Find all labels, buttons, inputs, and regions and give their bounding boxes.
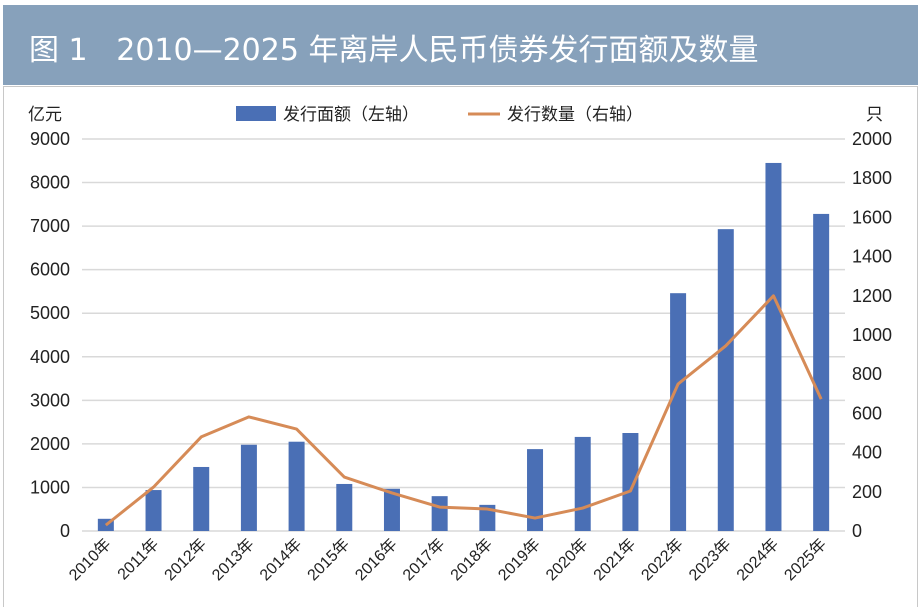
left-tick-label: 3000	[30, 390, 70, 410]
right-tick-label: 400	[852, 443, 882, 463]
x-tick-label: 2016年	[352, 535, 401, 584]
left-tick-label: 7000	[30, 216, 70, 236]
right-tick-label: 200	[852, 482, 882, 502]
bar-2015年	[336, 483, 353, 531]
x-tick-label: 2019年	[495, 535, 544, 584]
bar-2019年	[527, 449, 544, 531]
x-tick-label: 2025年	[781, 535, 830, 584]
bar-2025年	[813, 213, 830, 531]
bar-2021年	[622, 433, 639, 531]
bar-2012年	[193, 466, 210, 531]
bar-2017年	[431, 496, 448, 531]
right-tick-label: 1200	[852, 286, 892, 306]
count-line	[104, 294, 823, 527]
legend-swatch-bar	[236, 106, 276, 121]
bar-2020年	[574, 436, 591, 531]
x-tick-label: 2013年	[209, 535, 258, 584]
x-tick-label: 2010年	[65, 535, 114, 584]
bar-2022年	[670, 293, 687, 531]
bar-2016年	[383, 488, 400, 531]
x-tick-label: 2012年	[161, 535, 210, 584]
bar-2023年	[717, 229, 734, 531]
x-tick-label: 2024年	[733, 535, 782, 584]
left-tick-label: 9000	[30, 129, 70, 149]
right-tick-label: 1800	[852, 168, 892, 188]
figure-header: 图 1 2010—2025 年离岸人民币债券发行面额及数量	[3, 5, 918, 85]
legend-label-line: 发行数量（右轴）	[507, 105, 643, 125]
x-tick-label: 2011年	[114, 535, 162, 583]
left-tick-label: 6000	[30, 260, 70, 280]
chart-frame	[3, 86, 918, 607]
left-tick-label: 1000	[30, 477, 70, 497]
bar-2014年	[288, 441, 305, 531]
right-tick-label: 1600	[852, 207, 892, 227]
right-tick-label: 1400	[852, 247, 892, 267]
x-tick-label: 2022年	[638, 535, 687, 584]
bar-2011年	[145, 490, 162, 531]
x-tick-label: 2017年	[399, 535, 448, 584]
right-tick-label: 2000	[852, 129, 892, 149]
bar-2024年	[765, 162, 782, 531]
left-tick-label: 5000	[30, 303, 70, 323]
left-axis-unit: 亿元	[28, 105, 62, 125]
left-tick-label: 4000	[30, 347, 70, 367]
right-tick-label: 1000	[852, 325, 892, 345]
x-tick-label: 2018年	[447, 535, 496, 584]
x-tick-label: 2014年	[256, 535, 305, 584]
bar-2013年	[240, 444, 257, 531]
bar-2018年	[479, 504, 496, 531]
left-tick-label: 0	[60, 521, 70, 541]
right-tick-label: 800	[852, 364, 882, 384]
left-tick-label: 8000	[30, 173, 70, 193]
left-tick-label: 2000	[30, 434, 70, 454]
legend-label-bar: 发行面额（左轴）	[283, 105, 419, 125]
figure-title: 图 1 2010—2025 年离岸人民币债券发行面额及数量	[29, 33, 759, 68]
right-tick-label: 600	[852, 403, 882, 423]
x-tick-label: 2015年	[304, 535, 353, 584]
x-tick-label: 2021年	[590, 535, 639, 584]
right-tick-label: 0	[852, 521, 862, 541]
x-tick-label: 2023年	[685, 535, 734, 584]
right-axis-unit: 只	[866, 105, 883, 125]
x-tick-label: 2020年	[542, 535, 591, 584]
